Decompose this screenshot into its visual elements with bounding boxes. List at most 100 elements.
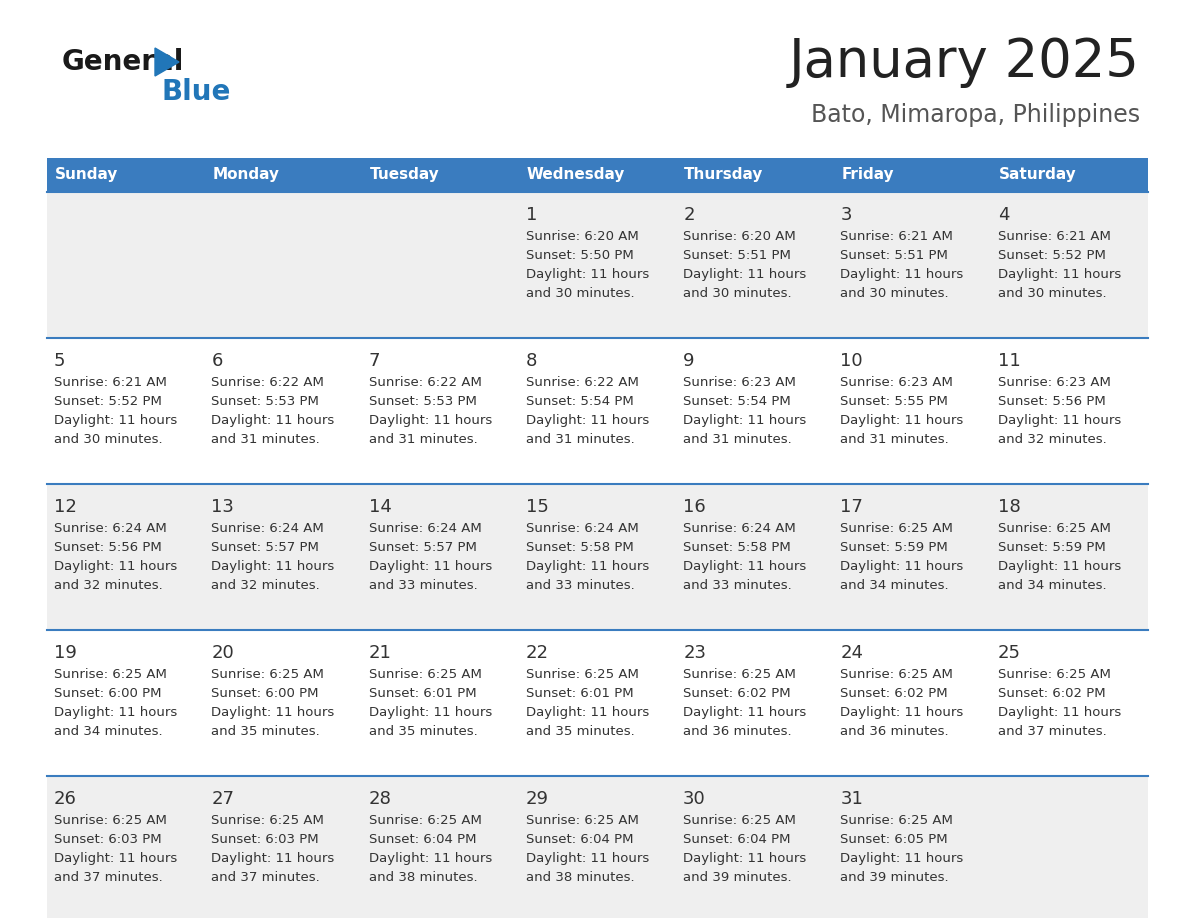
Text: Sunrise: 6:21 AM: Sunrise: 6:21 AM bbox=[998, 230, 1111, 243]
Text: Sunrise: 6:25 AM: Sunrise: 6:25 AM bbox=[368, 814, 481, 827]
Bar bbox=[834, 158, 991, 192]
Text: Daylight: 11 hours: Daylight: 11 hours bbox=[998, 706, 1121, 719]
Text: 24: 24 bbox=[840, 644, 864, 662]
Text: and 35 minutes.: and 35 minutes. bbox=[526, 725, 634, 738]
Text: Daylight: 11 hours: Daylight: 11 hours bbox=[211, 414, 335, 427]
Text: Sunrise: 6:25 AM: Sunrise: 6:25 AM bbox=[211, 814, 324, 827]
Text: Daylight: 11 hours: Daylight: 11 hours bbox=[998, 414, 1121, 427]
Text: and 34 minutes.: and 34 minutes. bbox=[840, 579, 949, 592]
Text: 9: 9 bbox=[683, 352, 695, 370]
Text: 31: 31 bbox=[840, 790, 864, 808]
Text: Daylight: 11 hours: Daylight: 11 hours bbox=[53, 560, 177, 573]
Text: Daylight: 11 hours: Daylight: 11 hours bbox=[368, 852, 492, 865]
Text: Sunrise: 6:24 AM: Sunrise: 6:24 AM bbox=[683, 522, 796, 535]
Text: Sunset: 5:50 PM: Sunset: 5:50 PM bbox=[526, 249, 633, 262]
Text: Sunrise: 6:22 AM: Sunrise: 6:22 AM bbox=[211, 376, 324, 389]
Text: Sunset: 5:57 PM: Sunset: 5:57 PM bbox=[211, 541, 320, 554]
Bar bbox=[48, 776, 1148, 918]
Text: Daylight: 11 hours: Daylight: 11 hours bbox=[526, 414, 649, 427]
Text: Sunset: 6:05 PM: Sunset: 6:05 PM bbox=[840, 833, 948, 846]
Text: Sunrise: 6:25 AM: Sunrise: 6:25 AM bbox=[840, 814, 953, 827]
Text: Daylight: 11 hours: Daylight: 11 hours bbox=[53, 706, 177, 719]
Bar bbox=[676, 158, 834, 192]
Text: and 36 minutes.: and 36 minutes. bbox=[683, 725, 791, 738]
Text: Sunset: 5:54 PM: Sunset: 5:54 PM bbox=[526, 395, 633, 408]
Text: Daylight: 11 hours: Daylight: 11 hours bbox=[683, 852, 807, 865]
Text: 6: 6 bbox=[211, 352, 222, 370]
Bar bbox=[361, 158, 519, 192]
Text: Daylight: 11 hours: Daylight: 11 hours bbox=[683, 706, 807, 719]
Text: General: General bbox=[62, 48, 184, 76]
Text: Sunset: 5:58 PM: Sunset: 5:58 PM bbox=[683, 541, 791, 554]
Text: Sunset: 6:04 PM: Sunset: 6:04 PM bbox=[683, 833, 791, 846]
Text: Sunrise: 6:23 AM: Sunrise: 6:23 AM bbox=[840, 376, 953, 389]
Text: 16: 16 bbox=[683, 498, 706, 516]
Text: 10: 10 bbox=[840, 352, 862, 370]
Text: Sunrise: 6:25 AM: Sunrise: 6:25 AM bbox=[998, 522, 1111, 535]
Text: Daylight: 11 hours: Daylight: 11 hours bbox=[526, 560, 649, 573]
Text: 27: 27 bbox=[211, 790, 234, 808]
Text: Sunset: 5:51 PM: Sunset: 5:51 PM bbox=[840, 249, 948, 262]
Text: 19: 19 bbox=[53, 644, 77, 662]
Text: Sunset: 6:03 PM: Sunset: 6:03 PM bbox=[53, 833, 162, 846]
Text: Sunrise: 6:20 AM: Sunrise: 6:20 AM bbox=[526, 230, 639, 243]
Text: Sunset: 6:02 PM: Sunset: 6:02 PM bbox=[840, 687, 948, 700]
Text: Sunrise: 6:25 AM: Sunrise: 6:25 AM bbox=[840, 522, 953, 535]
Text: and 34 minutes.: and 34 minutes. bbox=[53, 725, 163, 738]
Text: Sunset: 6:01 PM: Sunset: 6:01 PM bbox=[526, 687, 633, 700]
Bar bbox=[48, 338, 1148, 484]
Bar bbox=[48, 630, 1148, 776]
Text: and 30 minutes.: and 30 minutes. bbox=[53, 433, 163, 446]
Text: 15: 15 bbox=[526, 498, 549, 516]
Text: Daylight: 11 hours: Daylight: 11 hours bbox=[840, 414, 963, 427]
Text: Daylight: 11 hours: Daylight: 11 hours bbox=[211, 560, 335, 573]
Text: Sunset: 5:54 PM: Sunset: 5:54 PM bbox=[683, 395, 791, 408]
Text: Daylight: 11 hours: Daylight: 11 hours bbox=[998, 560, 1121, 573]
Text: 29: 29 bbox=[526, 790, 549, 808]
Text: Daylight: 11 hours: Daylight: 11 hours bbox=[368, 560, 492, 573]
Bar bbox=[48, 484, 1148, 630]
Text: 23: 23 bbox=[683, 644, 706, 662]
Text: Sunset: 5:53 PM: Sunset: 5:53 PM bbox=[211, 395, 320, 408]
Text: and 37 minutes.: and 37 minutes. bbox=[998, 725, 1106, 738]
Text: Sunrise: 6:24 AM: Sunrise: 6:24 AM bbox=[211, 522, 324, 535]
Text: and 31 minutes.: and 31 minutes. bbox=[526, 433, 634, 446]
Text: and 33 minutes.: and 33 minutes. bbox=[368, 579, 478, 592]
Text: Sunrise: 6:25 AM: Sunrise: 6:25 AM bbox=[211, 668, 324, 681]
Text: 4: 4 bbox=[998, 206, 1010, 224]
Text: Sunset: 6:00 PM: Sunset: 6:00 PM bbox=[211, 687, 318, 700]
Text: Sunset: 6:01 PM: Sunset: 6:01 PM bbox=[368, 687, 476, 700]
Text: and 31 minutes.: and 31 minutes. bbox=[840, 433, 949, 446]
Text: Sunrise: 6:25 AM: Sunrise: 6:25 AM bbox=[683, 668, 796, 681]
Text: and 35 minutes.: and 35 minutes. bbox=[211, 725, 320, 738]
Text: 21: 21 bbox=[368, 644, 392, 662]
Text: Sunrise: 6:23 AM: Sunrise: 6:23 AM bbox=[683, 376, 796, 389]
Text: Sunrise: 6:25 AM: Sunrise: 6:25 AM bbox=[526, 668, 639, 681]
Text: Sunset: 5:58 PM: Sunset: 5:58 PM bbox=[526, 541, 633, 554]
Text: Sunrise: 6:24 AM: Sunrise: 6:24 AM bbox=[526, 522, 639, 535]
Text: 30: 30 bbox=[683, 790, 706, 808]
Text: and 32 minutes.: and 32 minutes. bbox=[211, 579, 320, 592]
Text: Sunset: 5:57 PM: Sunset: 5:57 PM bbox=[368, 541, 476, 554]
Text: Sunrise: 6:25 AM: Sunrise: 6:25 AM bbox=[840, 668, 953, 681]
Text: Sunset: 6:02 PM: Sunset: 6:02 PM bbox=[998, 687, 1105, 700]
Text: Daylight: 11 hours: Daylight: 11 hours bbox=[683, 268, 807, 281]
Text: Daylight: 11 hours: Daylight: 11 hours bbox=[368, 414, 492, 427]
Text: Daylight: 11 hours: Daylight: 11 hours bbox=[53, 414, 177, 427]
Text: and 35 minutes.: and 35 minutes. bbox=[368, 725, 478, 738]
Text: Sunrise: 6:22 AM: Sunrise: 6:22 AM bbox=[526, 376, 639, 389]
Text: and 37 minutes.: and 37 minutes. bbox=[211, 871, 320, 884]
Text: Sunset: 5:53 PM: Sunset: 5:53 PM bbox=[368, 395, 476, 408]
Text: and 31 minutes.: and 31 minutes. bbox=[683, 433, 792, 446]
Text: Sunrise: 6:25 AM: Sunrise: 6:25 AM bbox=[683, 814, 796, 827]
Text: Daylight: 11 hours: Daylight: 11 hours bbox=[840, 268, 963, 281]
Text: and 33 minutes.: and 33 minutes. bbox=[526, 579, 634, 592]
Text: 18: 18 bbox=[998, 498, 1020, 516]
Text: and 38 minutes.: and 38 minutes. bbox=[526, 871, 634, 884]
Text: 11: 11 bbox=[998, 352, 1020, 370]
Text: and 37 minutes.: and 37 minutes. bbox=[53, 871, 163, 884]
Text: and 39 minutes.: and 39 minutes. bbox=[840, 871, 949, 884]
Polygon shape bbox=[154, 48, 179, 76]
Text: Sunrise: 6:25 AM: Sunrise: 6:25 AM bbox=[368, 668, 481, 681]
Text: Sunset: 5:52 PM: Sunset: 5:52 PM bbox=[998, 249, 1106, 262]
